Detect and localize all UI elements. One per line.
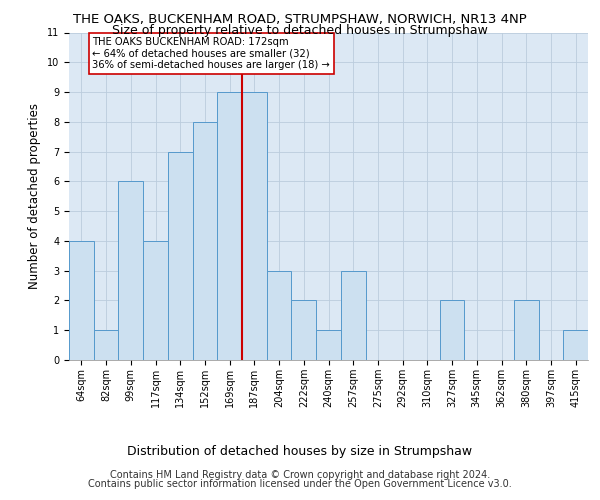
Text: Distribution of detached houses by size in Strumpshaw: Distribution of detached houses by size …: [127, 444, 473, 458]
Bar: [316, 330, 341, 360]
Bar: [69, 241, 94, 360]
Text: Contains public sector information licensed under the Open Government Licence v3: Contains public sector information licen…: [88, 479, 512, 489]
Bar: [168, 152, 193, 360]
Bar: [94, 330, 118, 360]
Bar: [118, 182, 143, 360]
Bar: [440, 300, 464, 360]
Bar: [563, 330, 588, 360]
Bar: [193, 122, 217, 360]
Bar: [143, 241, 168, 360]
Y-axis label: Number of detached properties: Number of detached properties: [28, 104, 41, 289]
Text: THE OAKS, BUCKENHAM ROAD, STRUMPSHAW, NORWICH, NR13 4NP: THE OAKS, BUCKENHAM ROAD, STRUMPSHAW, NO…: [73, 12, 527, 26]
Bar: [514, 300, 539, 360]
Bar: [217, 92, 242, 360]
Bar: [341, 270, 365, 360]
Bar: [292, 300, 316, 360]
Bar: [242, 92, 267, 360]
Text: Size of property relative to detached houses in Strumpshaw: Size of property relative to detached ho…: [112, 24, 488, 37]
Text: THE OAKS BUCKENHAM ROAD: 172sqm
← 64% of detached houses are smaller (32)
36% of: THE OAKS BUCKENHAM ROAD: 172sqm ← 64% of…: [92, 37, 330, 70]
Text: Contains HM Land Registry data © Crown copyright and database right 2024.: Contains HM Land Registry data © Crown c…: [110, 470, 490, 480]
Bar: [267, 270, 292, 360]
